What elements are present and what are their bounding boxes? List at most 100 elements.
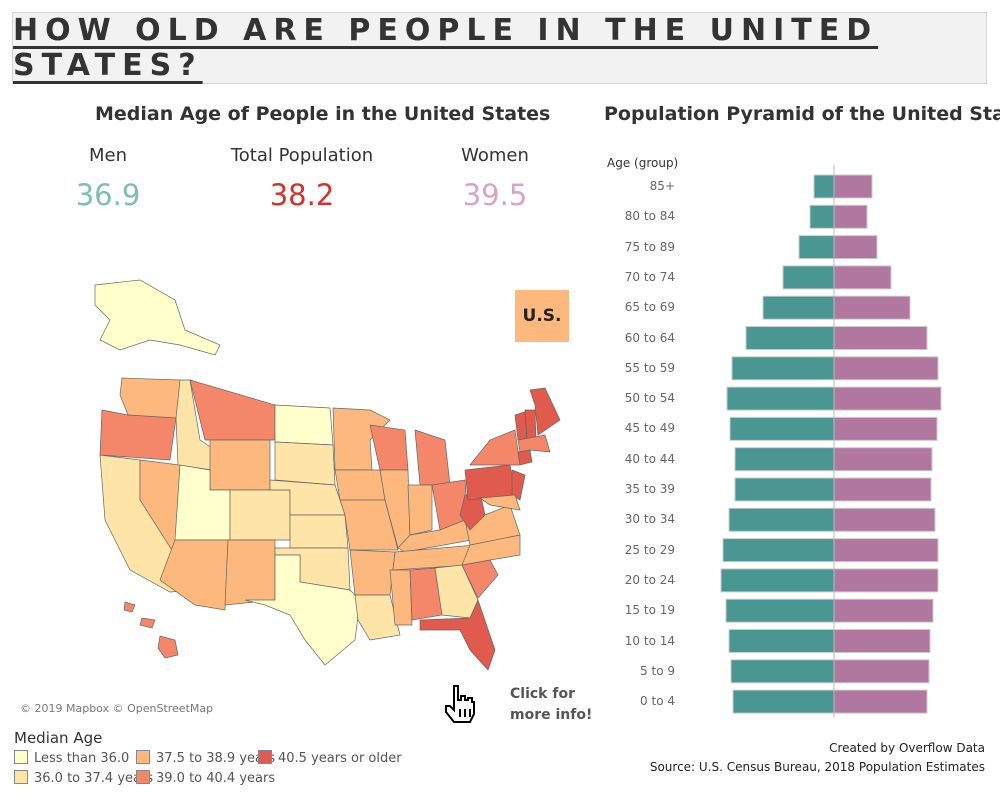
bar-men[interactable]	[734, 447, 835, 472]
legend-item[interactable]: 40.5 years or older	[258, 750, 402, 766]
state-north-dakota[interactable]	[274, 404, 334, 446]
bar-men[interactable]	[728, 507, 835, 532]
legend-item[interactable]: 37.5 to 38.9 years	[136, 750, 275, 766]
state-maryland[interactable]	[479, 494, 521, 511]
age-tick-label: 35 to 39	[624, 482, 675, 496]
state-wisconsin[interactable]	[369, 424, 409, 471]
legend-swatch	[136, 770, 150, 784]
state-arizona[interactable]	[159, 539, 229, 611]
age-tick-label: 55 to 59	[624, 360, 675, 375]
bar-men[interactable]	[722, 538, 835, 563]
bar-men[interactable]	[720, 568, 835, 593]
bar-women[interactable]	[833, 174, 873, 199]
state-new-hampshire[interactable]	[524, 409, 537, 441]
bar-women[interactable]	[833, 689, 928, 714]
bar-men[interactable]	[730, 659, 835, 684]
bar-men[interactable]	[813, 174, 835, 199]
state-new-mexico[interactable]	[224, 539, 276, 606]
state-missouri[interactable]	[339, 499, 399, 551]
legend-swatch	[14, 750, 28, 764]
age-tick-label: 15 to 19	[624, 603, 675, 618]
bar-women[interactable]	[833, 598, 934, 623]
legend-item[interactable]: 36.0 to 37.4 years	[14, 770, 153, 786]
state-alaska[interactable]	[94, 279, 221, 356]
age-tick-label: 85+	[649, 179, 675, 193]
bar-women[interactable]	[833, 477, 932, 502]
legend-item[interactable]: Less than 36.0	[14, 750, 129, 766]
state-pennsylvania[interactable]	[464, 464, 516, 501]
state-new-york[interactable]	[469, 429, 521, 466]
bar-women[interactable]	[833, 265, 892, 290]
bar-men[interactable]	[734, 477, 835, 502]
state-texas[interactable]	[244, 554, 361, 666]
age-tick-label: 30 to 34	[624, 512, 675, 527]
state-arkansas[interactable]	[349, 549, 396, 596]
state-michigan[interactable]	[414, 429, 451, 486]
bar-men[interactable]	[798, 235, 835, 260]
state-connecticut[interactable]	[517, 449, 533, 466]
bar-women[interactable]	[833, 629, 931, 653]
state-maine[interactable]	[529, 387, 561, 436]
state-mississippi[interactable]	[389, 569, 413, 626]
bar-women[interactable]	[833, 386, 942, 411]
population-pyramid[interactable]	[680, 165, 1000, 725]
bar-women[interactable]	[833, 326, 928, 350]
state-louisiana[interactable]	[354, 594, 401, 641]
legend-label: Less than 36.0	[34, 751, 130, 766]
bar-men[interactable]	[726, 386, 835, 411]
state-massachusetts[interactable]	[517, 434, 551, 453]
legend-label: 40.5 years or older	[278, 751, 402, 766]
us-map[interactable]	[0, 0, 600, 690]
bar-men[interactable]	[725, 598, 835, 623]
state-south-dakota[interactable]	[274, 441, 336, 486]
age-tick-label: 40 to 44	[624, 451, 675, 466]
state-iowa[interactable]	[334, 469, 386, 501]
bar-women[interactable]	[833, 416, 938, 441]
bar-women[interactable]	[833, 356, 939, 381]
legend-item[interactable]: 39.0 to 40.4 years	[136, 770, 275, 786]
bar-men[interactable]	[732, 689, 835, 714]
state-hawaii-1[interactable]	[123, 601, 136, 613]
state-kansas[interactable]	[289, 514, 349, 549]
bar-women[interactable]	[833, 568, 939, 593]
bar-men[interactable]	[745, 326, 835, 350]
state-colorado[interactable]	[229, 489, 291, 541]
bar-women[interactable]	[833, 538, 939, 563]
total-label: Total Population	[230, 145, 374, 166]
state-hawaii-3[interactable]	[157, 635, 179, 659]
click-for-info-link[interactable]: Click for more info!	[510, 684, 592, 726]
bar-women[interactable]	[833, 295, 911, 320]
credit: Created by Overflow Data	[829, 741, 985, 755]
state-oregon[interactable]	[99, 409, 177, 461]
title-text: HOW OLD ARE PEOPLE IN THE UNITED STATES?	[13, 13, 879, 83]
age-tick-label: 5 to 9	[640, 663, 675, 678]
bar-women[interactable]	[833, 659, 930, 684]
state-new-jersey[interactable]	[511, 469, 526, 501]
pyramid-heading: Population Pyramid of the United States	[604, 103, 1000, 125]
state-montana[interactable]	[189, 379, 276, 441]
bar-men[interactable]	[729, 416, 835, 441]
bar-men[interactable]	[728, 629, 835, 653]
bar-women[interactable]	[833, 507, 936, 532]
bar-men[interactable]	[731, 356, 835, 381]
state-washington[interactable]	[119, 377, 181, 421]
dashboard-title: HOW OLD ARE PEOPLE IN THE UNITED STATES?	[12, 12, 987, 84]
age-tick-label: 0 to 4	[640, 694, 675, 709]
hand-pointer-icon[interactable]	[440, 683, 480, 725]
bar-men[interactable]	[782, 265, 835, 290]
legend-swatch	[258, 750, 272, 764]
state-wyoming[interactable]	[209, 439, 271, 491]
age-tick-label: 60 to 64	[624, 330, 675, 345]
us-badge-button[interactable]: U.S.	[515, 290, 569, 342]
map-attribution[interactable]: © 2019 Mapbox © OpenStreetMap	[20, 702, 214, 715]
bar-women[interactable]	[833, 235, 878, 260]
bar-men[interactable]	[809, 204, 835, 229]
state-hawaii-2[interactable]	[139, 617, 156, 629]
bar-women[interactable]	[833, 447, 933, 472]
bar-men[interactable]	[762, 295, 835, 320]
bar-women[interactable]	[833, 204, 868, 229]
state-indiana[interactable]	[407, 484, 433, 536]
click-hint-line2: more info!	[510, 707, 593, 723]
state-florida[interactable]	[419, 599, 496, 671]
legend-swatch	[14, 770, 28, 784]
